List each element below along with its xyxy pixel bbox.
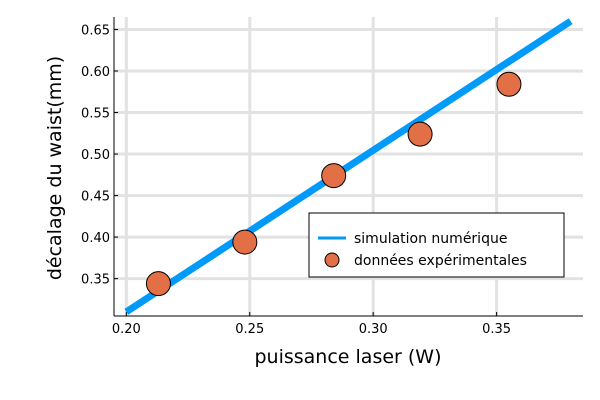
data-point xyxy=(232,229,258,255)
data-point xyxy=(145,271,171,297)
y-tick-label: 0.40 xyxy=(81,231,110,246)
y-tick-label: 0.50 xyxy=(81,148,110,163)
simulation-line xyxy=(124,18,573,315)
data-point xyxy=(321,163,347,189)
y-tick-label: 0.45 xyxy=(81,190,110,205)
x-axis-label: puissance laser (W) xyxy=(254,346,441,368)
axes xyxy=(113,17,583,317)
legend-marker-swatch xyxy=(324,252,340,268)
x-tick-label: 0.30 xyxy=(359,322,388,337)
x-tick-label: 0.25 xyxy=(235,322,264,337)
x-tick-label: 0.20 xyxy=(112,322,141,337)
tick-labels: 0.20 0.25 0.30 0.35 0.35 0.40 0.45 0.50 0.55 0.60… xyxy=(81,23,511,337)
legend-label-experimental: données expérimentales xyxy=(354,253,527,269)
data-point xyxy=(407,121,433,147)
y-tick-label: 0.35 xyxy=(81,273,110,288)
y-axis-label: décalage du waist(mm) xyxy=(44,56,66,280)
y-tick-label: 0.65 xyxy=(81,23,110,38)
legend-label-simulation: simulation numérique xyxy=(354,231,507,247)
x-tick-label: 0.35 xyxy=(482,322,511,337)
legend: simulation numérique données expérimenta… xyxy=(308,212,565,278)
y-tick-label: 0.60 xyxy=(81,65,110,80)
data-point xyxy=(496,71,522,97)
plot-area xyxy=(124,18,573,315)
legend-box xyxy=(308,212,565,278)
y-tick-label: 0.55 xyxy=(81,107,110,122)
